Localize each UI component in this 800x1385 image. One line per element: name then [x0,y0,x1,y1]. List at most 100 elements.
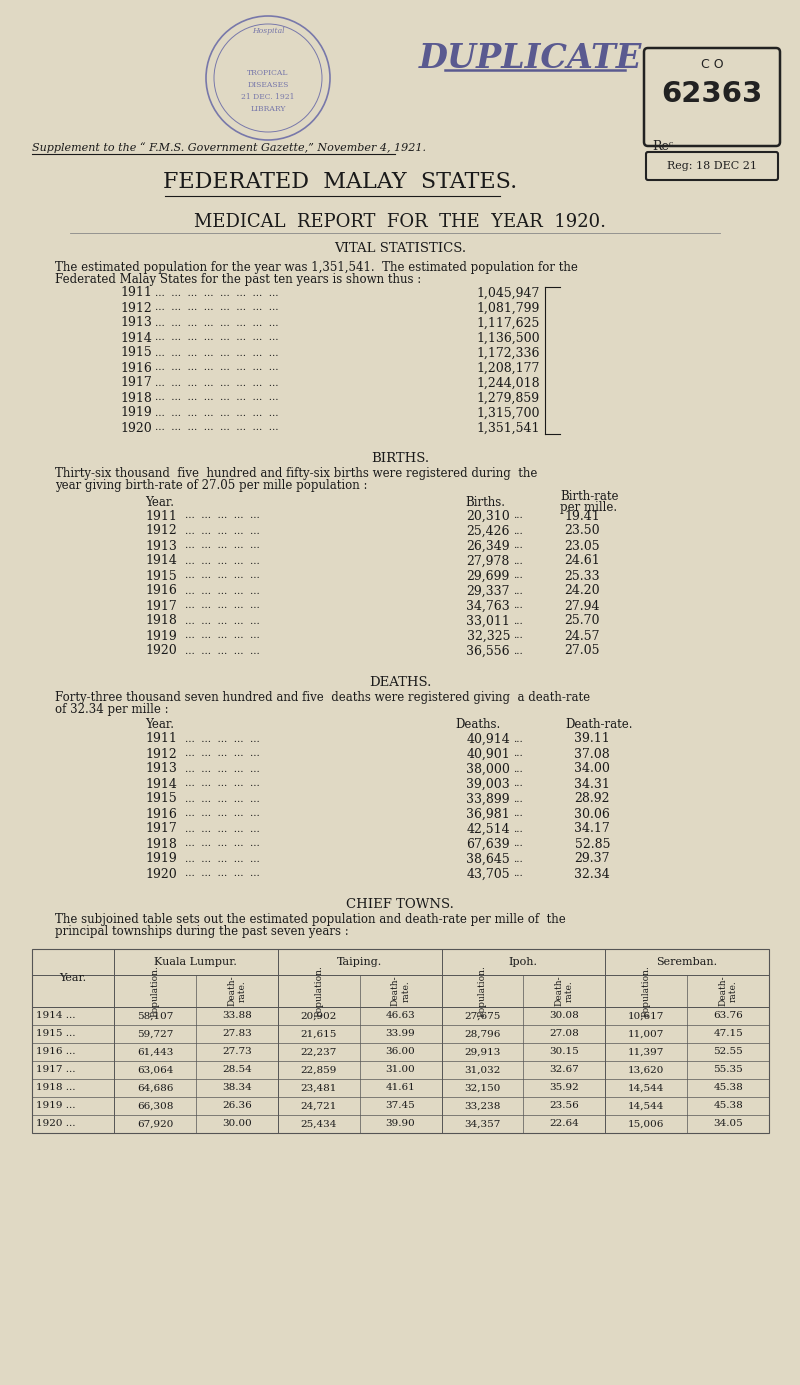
Text: 31,032: 31,032 [464,1065,501,1075]
Text: 11,397: 11,397 [628,1047,664,1057]
Text: ...  ...  ...  ...  ...: ... ... ... ... ... [185,795,260,803]
Text: 40,914: 40,914 [466,733,510,745]
Text: ...: ... [513,526,522,536]
Text: 24.57: 24.57 [565,630,600,643]
Text: 27.05: 27.05 [565,644,600,658]
Text: 1920: 1920 [145,867,177,881]
Text: 1,208,177: 1,208,177 [477,361,540,374]
Text: 19.41: 19.41 [564,510,600,522]
Text: Kuala Lumpur.: Kuala Lumpur. [154,957,238,967]
Text: 34.17: 34.17 [574,823,610,835]
Text: 23.50: 23.50 [564,525,600,537]
Text: ...: ... [513,542,522,550]
Text: 28.54: 28.54 [222,1065,252,1075]
Text: 66,308: 66,308 [137,1101,173,1111]
Text: ...: ... [513,870,522,878]
Text: 26,349: 26,349 [466,540,510,553]
Text: 1,315,700: 1,315,700 [477,407,540,420]
Text: 63.76: 63.76 [713,1011,743,1021]
Text: ...: ... [513,734,522,744]
Text: The estimated population for the year was 1,351,541.  The estimated population f: The estimated population for the year wa… [55,260,578,273]
Text: Death-rate.: Death-rate. [565,719,633,731]
Text: 21,615: 21,615 [301,1029,337,1039]
Text: of 32.34 per mille :: of 32.34 per mille : [55,702,169,716]
Text: 32,325: 32,325 [466,630,510,643]
Text: Population.: Population. [150,965,159,1017]
Text: 1,045,947: 1,045,947 [477,287,540,299]
Text: Reᶜ: Reᶜ [652,140,674,152]
Text: C O: C O [701,58,723,71]
Text: 55.35: 55.35 [713,1065,743,1075]
Text: 29,699: 29,699 [466,569,510,583]
Text: 27,675: 27,675 [464,1011,501,1021]
Text: ...  ...  ...  ...  ...: ... ... ... ... ... [185,632,260,640]
Text: 35.92: 35.92 [550,1083,579,1093]
Text: ...  ...  ...  ...  ...: ... ... ... ... ... [185,824,260,834]
Text: 1920: 1920 [120,421,152,435]
Text: ...: ... [513,780,522,788]
Text: 42,514: 42,514 [466,823,510,835]
Text: DUPLICATE: DUPLICATE [418,42,642,75]
Text: ...  ...  ...  ...  ...: ... ... ... ... ... [185,809,260,819]
Text: 22,237: 22,237 [301,1047,337,1057]
Text: 34.00: 34.00 [574,763,610,776]
Text: 67,639: 67,639 [466,838,510,850]
Text: 30.08: 30.08 [550,1011,579,1021]
Text: 46.63: 46.63 [386,1011,415,1021]
Text: per mille.: per mille. [560,501,617,514]
Text: ...  ...  ...  ...  ...  ...  ...  ...: ... ... ... ... ... ... ... ... [155,319,278,327]
Text: TROPICAL: TROPICAL [247,69,289,78]
Text: DEATHS.: DEATHS. [369,676,431,688]
Text: Federated Malay States for the past ten years is shown thus :: Federated Malay States for the past ten … [55,273,422,285]
Text: 22,859: 22,859 [301,1065,337,1075]
Text: Death-
rate.: Death- rate. [391,975,410,1007]
Text: 1,081,799: 1,081,799 [477,302,540,314]
Text: 1919 ...: 1919 ... [36,1101,75,1111]
Text: Births.: Births. [465,496,505,508]
Text: 1915: 1915 [145,569,177,583]
Text: 11,007: 11,007 [628,1029,664,1039]
Text: ...  ...  ...  ...  ...: ... ... ... ... ... [185,511,260,521]
Text: ...: ... [513,855,522,863]
Text: 1917 ...: 1917 ... [36,1065,75,1075]
Text: 43,705: 43,705 [466,867,510,881]
Text: 1911: 1911 [145,733,177,745]
Text: ...: ... [513,511,522,521]
Text: Deaths.: Deaths. [455,719,500,731]
Text: 33,899: 33,899 [466,792,510,806]
Text: 1918 ...: 1918 ... [36,1083,75,1093]
Text: 37.08: 37.08 [574,748,610,760]
Text: ...  ...  ...  ...  ...  ...  ...  ...: ... ... ... ... ... ... ... ... [155,393,278,403]
Text: 34.05: 34.05 [713,1119,743,1129]
Text: 26.36: 26.36 [222,1101,252,1111]
Text: 1914 ...: 1914 ... [36,1011,75,1021]
Text: Forty-three thousand seven hundred and five  deaths were registered giving  a de: Forty-three thousand seven hundred and f… [55,691,590,704]
Text: 29,337: 29,337 [466,584,510,597]
Text: 27.08: 27.08 [550,1029,579,1039]
Text: 22.64: 22.64 [550,1119,579,1129]
Text: 1912: 1912 [145,525,177,537]
Text: Year.: Year. [145,496,174,508]
Text: Supplement to the “ F.M.S. Government Gazette,” November 4, 1921.: Supplement to the “ F.M.S. Government Ga… [32,143,426,154]
Text: 33,011: 33,011 [466,615,510,627]
Text: 27.94: 27.94 [565,600,600,612]
Text: Ipoh.: Ipoh. [509,957,538,967]
Text: ...: ... [513,572,522,580]
Text: 10,617: 10,617 [628,1011,664,1021]
Text: Hospital: Hospital [252,26,284,35]
Text: 58,107: 58,107 [137,1011,173,1021]
Text: 1919: 1919 [120,407,152,420]
Text: ...: ... [513,839,522,849]
Text: 38,645: 38,645 [466,853,510,866]
Text: 27.83: 27.83 [222,1029,252,1039]
Text: 67,920: 67,920 [137,1119,173,1129]
Text: Year.: Year. [59,974,86,983]
Text: ...  ...  ...  ...  ...  ...  ...  ...: ... ... ... ... ... ... ... ... [155,349,278,357]
Text: CHIEF TOWNS.: CHIEF TOWNS. [346,899,454,911]
Text: 47.15: 47.15 [713,1029,743,1039]
Text: 1918: 1918 [145,838,177,850]
Text: Death-
rate.: Death- rate. [718,975,738,1007]
Text: 39,003: 39,003 [466,777,510,791]
Text: 39.90: 39.90 [386,1119,415,1129]
Text: 1913: 1913 [145,763,177,776]
